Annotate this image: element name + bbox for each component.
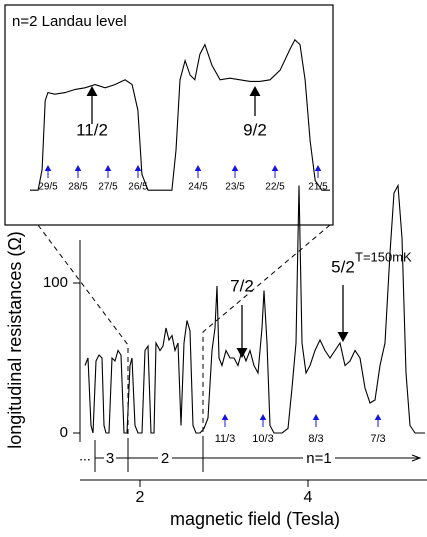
fraction-label: 26/5 [128,182,148,193]
range-arrow [411,454,422,462]
even-fraction-label: 5/2 [331,257,355,276]
filling-label: ... [79,448,91,464]
arrow-head [249,86,261,96]
filling-label: 2 [161,450,169,467]
y-tick-label: 0 [60,424,68,441]
arrow-head [104,165,112,171]
arrow-head [271,165,279,171]
zoom-lines [37,224,331,440]
x-tick-label: 2 [136,489,145,506]
fraction-label: 29/5 [38,182,58,193]
arrow-head [236,348,248,358]
arrow-head [337,332,349,342]
arrow-head [314,165,322,171]
fraction-label: 10/3 [252,433,273,445]
y-tick-label: 100 [43,274,68,291]
zoom-line-left [37,224,129,440]
filling-label: n=1 [306,450,331,467]
arrow-head [194,165,202,171]
fraction-label: 23/5 [225,182,245,193]
trace [30,38,330,191]
arrow-head [134,165,142,171]
inset-frame [4,4,334,226]
fraction-label: 21/5 [308,182,328,193]
fraction-label: 22/5 [265,182,285,193]
fraction-label: 24/5 [188,182,208,193]
filling-label: 3 [106,450,114,467]
fraction-label: 28/5 [68,182,88,193]
arrow-head [259,414,267,420]
fraction-label: 8/3 [308,433,323,445]
even-fraction-label: 9/2 [243,120,267,139]
arrow-head [86,86,98,96]
arrow-head [74,165,82,171]
arrow-head [374,414,382,420]
arrow-head [221,414,229,420]
even-fraction-label: 11/2 [76,120,108,139]
fraction-label: 27/5 [98,182,118,193]
arrow-head [231,165,239,171]
inset-title: n=2 Landau level [12,13,127,30]
arrow-head [312,414,320,420]
x-tick-label: 4 [304,489,313,506]
temperature-label: T=150mK [355,249,412,264]
even-fraction-label: 7/2 [230,276,254,295]
x-axis-label: magnetic field (Tesla) [170,509,340,529]
arrow-head [44,165,52,171]
y-axis-label: longitudinal resistances (Ω) [5,231,25,449]
fraction-label: 11/3 [215,433,236,445]
fraction-label: 7/3 [370,433,385,445]
zoom-line-right [202,224,331,440]
trace [84,183,425,434]
filling-factor-row [94,440,422,472]
